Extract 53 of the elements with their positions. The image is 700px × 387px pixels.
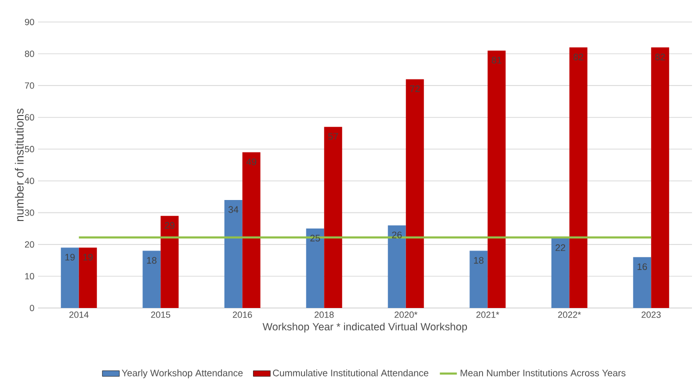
y-axis-title: number of institutions bbox=[14, 108, 24, 222]
y-tick-label: 50 bbox=[24, 146, 34, 152]
bar bbox=[488, 50, 506, 308]
data-label: 18 bbox=[474, 257, 484, 264]
data-label: 29 bbox=[164, 222, 174, 229]
x-tick-label: 2022* bbox=[558, 312, 581, 318]
x-tick-label: 2020* bbox=[394, 312, 418, 318]
bar bbox=[78, 248, 97, 308]
y-tick-label: 10 bbox=[25, 273, 34, 280]
legend-label: Cummulative Institutional Attendance bbox=[273, 369, 428, 376]
data-label: 22 bbox=[556, 244, 566, 251]
bar bbox=[224, 200, 242, 308]
y-tick-label: 40 bbox=[24, 178, 34, 184]
bar bbox=[633, 257, 652, 308]
data-label: 18 bbox=[147, 257, 156, 264]
data-label: 81 bbox=[492, 56, 502, 64]
x-tick-label: 2016 bbox=[232, 312, 252, 318]
x-tick-label: 2023 bbox=[642, 312, 661, 318]
bar bbox=[324, 126, 342, 308]
data-label: 16 bbox=[638, 263, 647, 270]
y-tick-label: 0 bbox=[30, 304, 34, 312]
y-tick-label: 80 bbox=[24, 50, 34, 57]
x-tick-label: 2015 bbox=[151, 312, 170, 318]
data-label: 82 bbox=[655, 54, 665, 60]
data-label: 19 bbox=[83, 254, 93, 261]
bar bbox=[60, 248, 79, 308]
bar bbox=[551, 238, 570, 308]
data-label: 49 bbox=[246, 158, 256, 166]
bar bbox=[388, 225, 406, 308]
x-axis-title: Workshop Year * indicated Virtual Workshop bbox=[262, 322, 467, 332]
y-tick-label: 90 bbox=[24, 18, 34, 26]
bar bbox=[470, 250, 488, 308]
x-tick-label: 2021* bbox=[476, 312, 500, 318]
data-label: 57 bbox=[328, 133, 338, 140]
data-label: 82 bbox=[574, 54, 584, 60]
bar bbox=[406, 79, 424, 308]
data-label: 72 bbox=[410, 85, 420, 92]
legend-label: Yearly Workshop Attendance bbox=[122, 369, 243, 378]
bar bbox=[569, 47, 588, 308]
data-label: 19 bbox=[65, 254, 75, 261]
bar bbox=[651, 47, 670, 308]
y-tick-label: 20 bbox=[24, 241, 34, 248]
bar bbox=[242, 152, 260, 308]
bar bbox=[142, 250, 161, 308]
y-tick-label: 60 bbox=[24, 114, 34, 121]
legend-label: Mean Number Institutions Across Years bbox=[460, 369, 626, 376]
x-tick-label: 2018 bbox=[314, 312, 334, 318]
x-tick-label: 2014 bbox=[69, 312, 89, 318]
bar bbox=[306, 228, 324, 308]
data-label: 34 bbox=[228, 206, 238, 213]
y-tick-label: 30 bbox=[24, 209, 34, 216]
y-tick-label: 70 bbox=[24, 82, 34, 89]
bar bbox=[160, 216, 179, 308]
